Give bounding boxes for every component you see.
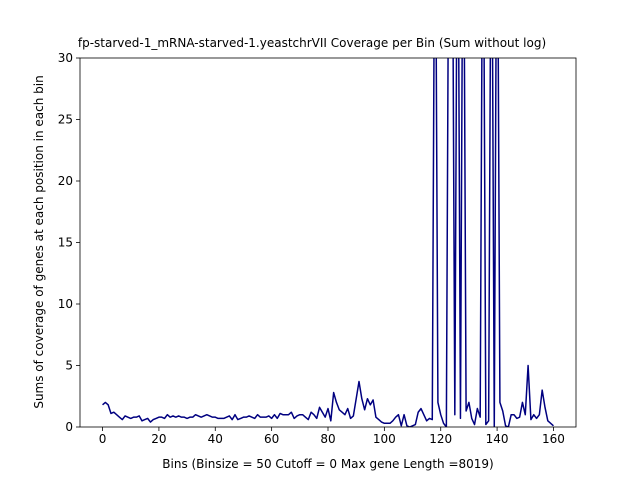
y-tick-label: 20 bbox=[58, 174, 73, 188]
chart-title: fp-starved-1_mRNA-starved-1.yeastchrVII … bbox=[78, 36, 546, 50]
y-tick-label: 25 bbox=[58, 113, 73, 127]
plot-area bbox=[102, 58, 554, 427]
x-tick-label: 20 bbox=[151, 432, 166, 446]
x-tick-label: 160 bbox=[542, 432, 565, 446]
x-tick-label: 0 bbox=[99, 432, 107, 446]
y-tick-label: 15 bbox=[58, 236, 73, 250]
x-tick-label: 100 bbox=[373, 432, 396, 446]
x-tick-label: 40 bbox=[208, 432, 223, 446]
x-axis-label: Bins (Binsize = 50 Cutoff = 0 Max gene L… bbox=[162, 457, 493, 471]
x-tick-label: 120 bbox=[429, 432, 452, 446]
axes-frame bbox=[79, 57, 577, 428]
y-tick-label: 10 bbox=[58, 297, 73, 311]
y-axis-label: Sums of coverage of genes at each positi… bbox=[32, 75, 46, 408]
y-tick-label: 0 bbox=[65, 420, 73, 434]
x-tick-label: 140 bbox=[486, 432, 509, 446]
y-tick-label: 5 bbox=[65, 359, 73, 373]
x-tick-label: 80 bbox=[320, 432, 335, 446]
x-tick-label: 60 bbox=[264, 432, 279, 446]
y-tick-label: 30 bbox=[58, 51, 73, 65]
data-line bbox=[102, 58, 554, 427]
